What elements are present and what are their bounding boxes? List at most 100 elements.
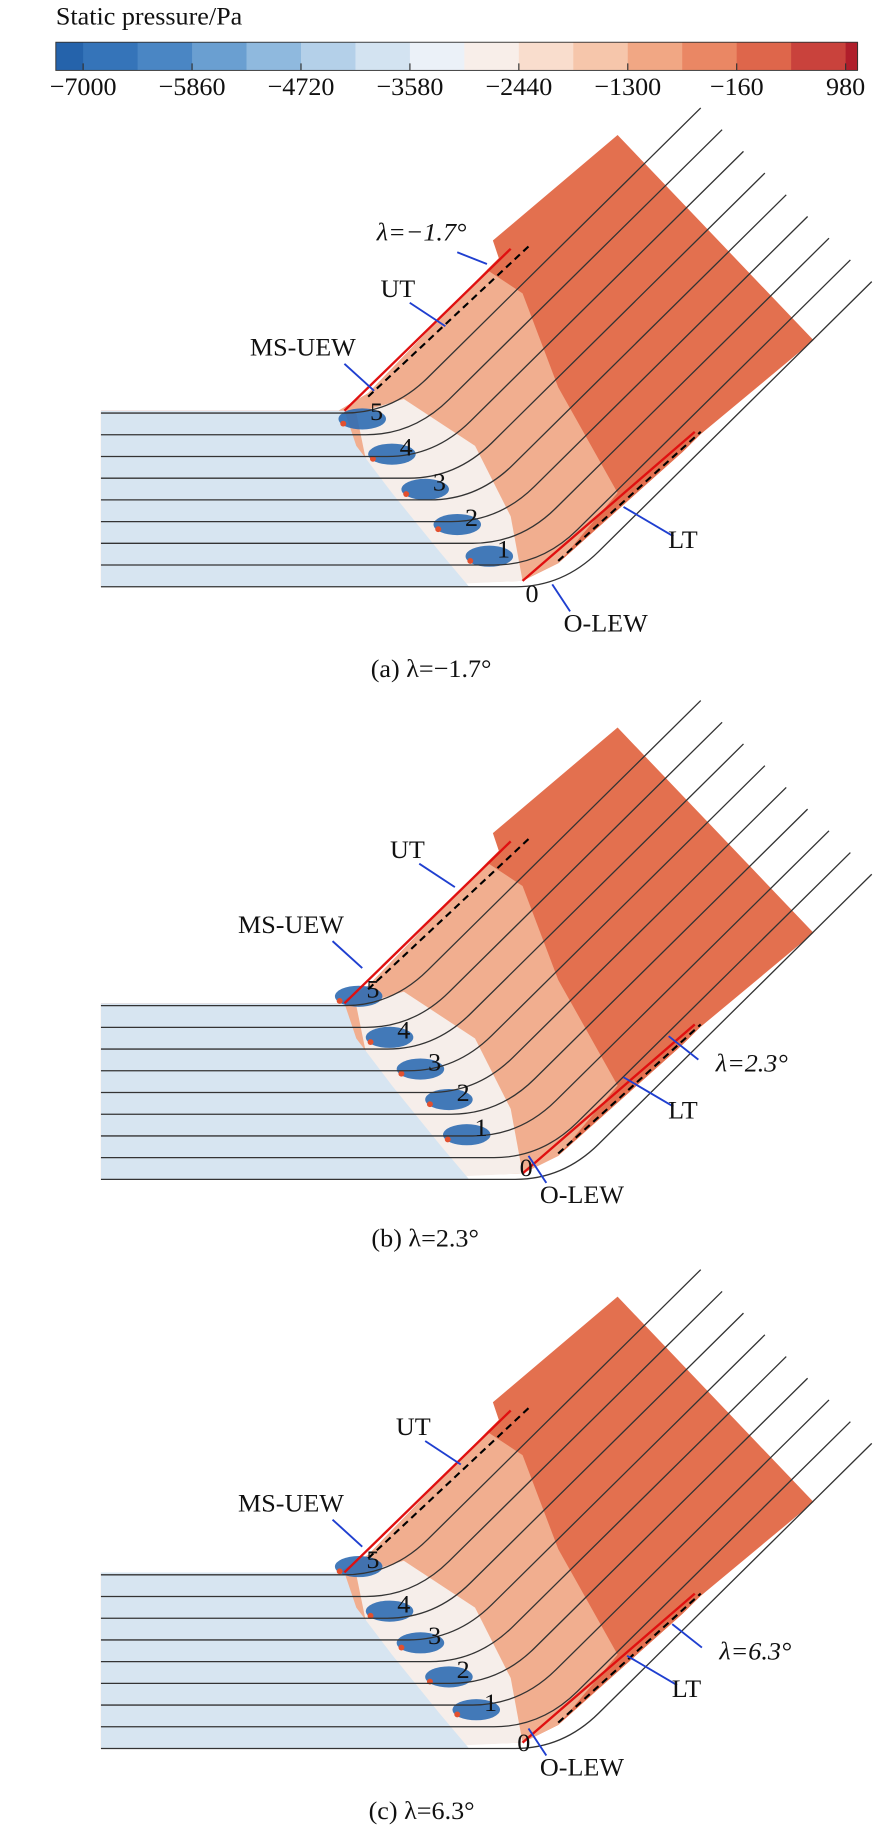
streamline [100,1399,830,1706]
colorbar-bin [736,42,792,71]
colorbar-title: Static pressure/Pa [56,2,243,31]
hole-number: 4 [397,1016,410,1045]
upper-wall [343,247,512,412]
colorbar-tick-label: −7000 [50,72,117,101]
lt-label: LT [668,1096,698,1125]
streamline [100,150,744,458]
colorbar-tick-label: 980 [826,72,865,101]
lower-wall [521,1023,696,1175]
streamline [100,1442,873,1750]
streamline [100,743,744,1050]
suction-zone [425,1666,473,1688]
ref-line [367,245,530,398]
o-lew-label: O-LEW [564,609,649,638]
streamline [100,786,787,1094]
hole-dot [336,1568,343,1575]
streamline [100,1356,787,1663]
caption: (b) λ=2.3° [371,1223,479,1252]
hole-number: 0 [517,1728,530,1757]
hole-dot [398,1070,405,1077]
hole-number: 5 [370,397,383,426]
colorbar-frame [55,41,858,71]
ref-line [557,431,702,562]
streamline [100,1312,744,1619]
hole-number: 0 [520,1153,533,1182]
lambda-label: λ=−1.7° [376,218,467,247]
colorbar-bin [300,42,357,71]
streamline [100,1334,766,1641]
streamline [100,765,766,1072]
upper-wall [343,1409,512,1574]
leader [409,301,446,328]
hole-number: 1 [497,535,510,564]
colorbar-bin [845,42,859,71]
streamline [100,808,809,1115]
lambda-label: λ=6.3° [718,1636,791,1665]
upper-wall [343,840,512,1005]
lower-wall [521,1592,696,1744]
caption: (c) λ=6.3° [369,1796,475,1825]
leader [671,1623,703,1649]
streamline [100,194,787,501]
lt-label: LT [672,1674,702,1703]
leader [626,1654,678,1686]
streamline [100,259,851,566]
colorbar-bin [464,42,520,71]
streamline [100,700,702,1007]
streamline [100,129,723,436]
hole-number: 3 [428,1047,441,1076]
colorbar-bin [83,42,139,71]
hole-dot [336,998,343,1004]
ut-label: UT [396,1412,431,1441]
colorbar-tick-label: −160 [710,72,764,101]
streamline [100,216,809,523]
hole-dot [467,557,474,564]
hole-dot [435,526,442,533]
leader [527,1728,548,1757]
hole-number: 2 [457,1078,470,1107]
streamline [100,721,723,1029]
hole-dot [340,420,347,427]
hole-number: 2 [457,1655,470,1684]
suction-zone [365,1026,414,1048]
ms-uew-label: MS-UEW [250,333,356,362]
colorbar-bin [409,42,465,71]
leader [456,251,488,265]
colorbar-bin [682,42,738,71]
leader [551,583,571,612]
leader [331,1518,363,1548]
lt-label: LT [668,525,698,554]
colorbar-bin [192,42,248,71]
streamline [100,1290,723,1598]
streamline [100,873,873,1180]
leader [331,940,363,969]
ref-line [367,1407,530,1560]
colorbar-bin [355,42,411,71]
o-lew-label: O-LEW [540,1753,625,1782]
hole-dot [367,1612,374,1619]
hole-number: 1 [474,1113,487,1142]
leader [343,363,375,392]
leader [623,506,674,538]
lower-wall [521,430,696,582]
colorbar-bin [137,42,193,71]
hole-dot [398,1644,405,1651]
suction-zone [401,478,449,500]
ref-line [367,838,530,991]
hole-number: 5 [366,975,379,1004]
ut-label: UT [380,274,415,303]
suction-zone [338,408,386,430]
hole-number: 5 [366,1545,379,1574]
suction-zone [443,1124,491,1146]
colorbar-bin [573,42,629,71]
hole-dot [444,1136,451,1143]
hole-dot [454,1711,461,1718]
colorbar-bin [518,42,574,71]
hole-number: 3 [428,1621,441,1650]
hole-number: 2 [465,503,478,532]
leader [527,1155,548,1184]
